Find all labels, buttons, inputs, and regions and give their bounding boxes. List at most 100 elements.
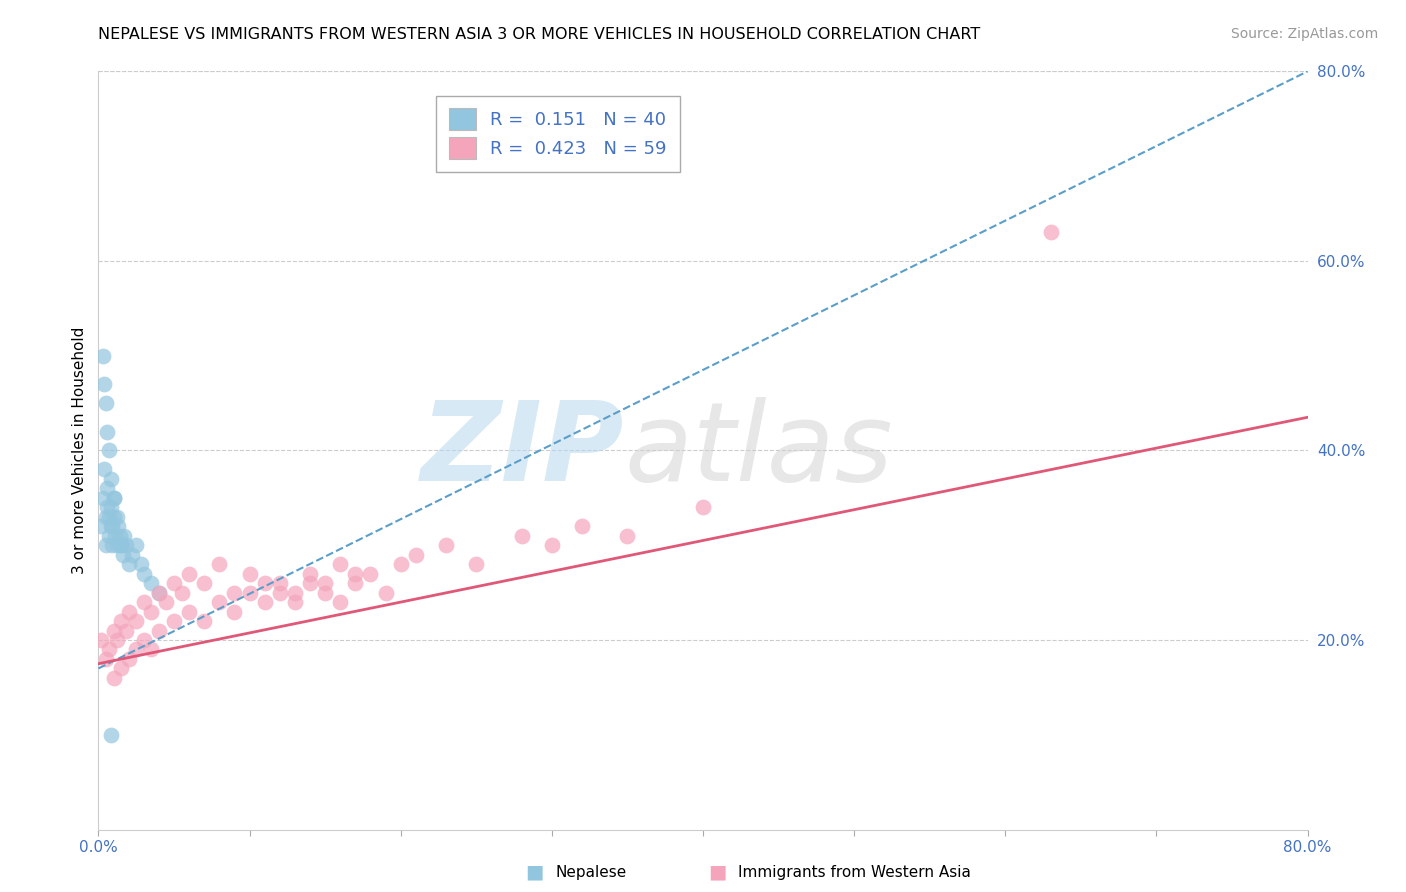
Point xyxy=(389,557,412,572)
Point xyxy=(98,509,121,524)
Point xyxy=(108,529,131,543)
Point xyxy=(299,576,322,591)
Point xyxy=(96,500,118,515)
Point xyxy=(101,519,124,533)
Point xyxy=(94,652,117,666)
Point xyxy=(103,671,125,685)
Point xyxy=(94,538,117,552)
Point xyxy=(104,529,127,543)
Point xyxy=(96,482,118,496)
Point xyxy=(125,614,148,628)
Point xyxy=(344,576,367,591)
Point xyxy=(224,605,246,619)
Point xyxy=(90,519,112,533)
Point xyxy=(155,595,177,609)
Point xyxy=(284,585,307,599)
Point xyxy=(129,557,152,572)
Point xyxy=(616,529,638,543)
Point xyxy=(692,500,714,515)
Text: NEPALESE VS IMMIGRANTS FROM WESTERN ASIA 3 OR MORE VEHICLES IN HOUSEHOLD CORRELA: NEPALESE VS IMMIGRANTS FROM WESTERN ASIA… xyxy=(98,27,980,42)
Point xyxy=(90,633,112,648)
Point xyxy=(540,538,562,552)
Point xyxy=(101,538,124,552)
Point xyxy=(1039,226,1062,240)
Point xyxy=(94,396,117,410)
Y-axis label: 3 or more Vehicles in Household: 3 or more Vehicles in Household xyxy=(72,326,87,574)
Point xyxy=(112,529,135,543)
Point xyxy=(103,491,125,505)
Point xyxy=(98,642,121,657)
Point xyxy=(239,585,262,599)
Point xyxy=(100,519,122,533)
Point xyxy=(103,509,125,524)
Point xyxy=(141,605,163,619)
Point xyxy=(91,491,114,505)
Point xyxy=(111,548,134,562)
Point xyxy=(208,595,231,609)
Point xyxy=(434,538,457,552)
Point xyxy=(121,548,143,562)
Point xyxy=(118,557,141,572)
Point xyxy=(132,633,155,648)
Point xyxy=(360,566,382,581)
Point xyxy=(107,519,129,533)
Point xyxy=(141,576,163,591)
Text: Nepalese: Nepalese xyxy=(555,865,627,880)
Point xyxy=(103,491,125,505)
Point xyxy=(114,624,136,638)
Point xyxy=(125,642,148,657)
Point xyxy=(110,538,132,552)
Point xyxy=(179,605,201,619)
Point xyxy=(100,472,122,486)
Point xyxy=(148,585,170,599)
Legend: R =  0.151   N = 40, R =  0.423   N = 59: R = 0.151 N = 40, R = 0.423 N = 59 xyxy=(436,95,679,172)
Point xyxy=(132,566,155,581)
Point xyxy=(100,500,122,515)
Point xyxy=(93,462,115,476)
Point xyxy=(510,529,533,543)
Text: ■: ■ xyxy=(524,863,544,882)
Point xyxy=(110,661,132,675)
Point xyxy=(118,605,141,619)
Point xyxy=(91,349,114,363)
Point xyxy=(105,509,128,524)
Point xyxy=(329,595,352,609)
Text: ■: ■ xyxy=(707,863,727,882)
Point xyxy=(179,566,201,581)
Text: ZIP: ZIP xyxy=(420,397,624,504)
Point xyxy=(253,595,276,609)
Point xyxy=(208,557,231,572)
Point xyxy=(94,509,117,524)
Point xyxy=(314,585,336,599)
Point xyxy=(193,614,215,628)
Point xyxy=(374,585,396,599)
Point xyxy=(103,624,125,638)
Point xyxy=(163,576,186,591)
Point xyxy=(118,652,141,666)
Point xyxy=(105,538,128,552)
Point xyxy=(571,519,593,533)
Point xyxy=(405,548,427,562)
Point xyxy=(110,614,132,628)
Text: Immigrants from Western Asia: Immigrants from Western Asia xyxy=(738,865,972,880)
Point xyxy=(98,443,121,458)
Point xyxy=(110,538,132,552)
Point xyxy=(193,576,215,591)
Point xyxy=(344,566,367,581)
Point xyxy=(93,377,115,392)
Point xyxy=(163,614,186,628)
Point xyxy=(98,529,121,543)
Point xyxy=(284,595,307,609)
Point xyxy=(148,585,170,599)
Point xyxy=(269,576,291,591)
Point xyxy=(465,557,488,572)
Point xyxy=(170,585,193,599)
Point xyxy=(141,642,163,657)
Point xyxy=(329,557,352,572)
Point xyxy=(114,538,136,552)
Point xyxy=(105,633,128,648)
Point xyxy=(299,566,322,581)
Point xyxy=(314,576,336,591)
Text: atlas: atlas xyxy=(624,397,893,504)
Point xyxy=(132,595,155,609)
